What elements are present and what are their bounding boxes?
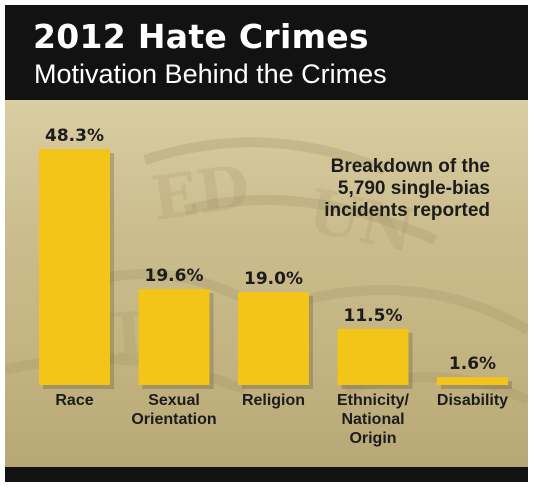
category-label: Religion [242,392,305,409]
category-label: Orientation [131,411,216,428]
note-line-1: Breakdown of the [330,156,490,177]
chart-panel: ED UN ST 48.3%Race19.6%SexualOrientation… [5,100,528,467]
bar-value-label: 48.3% [45,126,104,146]
category-label: Ethnicity/ [337,392,410,409]
svg-text:ED: ED [147,152,254,235]
header-band: 2012 Hate Crimes Motivation Behind the C… [5,5,528,100]
breakdown-note: Breakdown of the 5,790 single-bias incid… [270,156,490,222]
bar-shadow [441,381,512,389]
category-label: Disability [437,392,508,409]
page-title: 2012 Hate Crimes [33,17,369,56]
bar [39,149,110,385]
bar [138,289,210,385]
bar [437,377,508,385]
page-subtitle: Motivation Behind the Crimes [34,59,387,89]
category-label: Race [55,392,93,409]
infographic-frame: 2012 Hate Crimes Motivation Behind the C… [5,5,528,482]
bar-value-label: 19.0% [244,269,303,289]
bar [238,292,309,385]
category-label: National [341,411,404,428]
bar-value-label: 11.5% [344,306,403,326]
category-label: Sexual [148,392,200,409]
bar-value-label: 1.6% [449,354,496,374]
bar-chart: 48.3% Race 19.6% Sexual Orientation 19.0% Reli… [39,126,512,447]
bar-value-label: 19.6% [145,266,204,286]
note-line-3: incidents reported [324,200,490,221]
bar [337,328,409,385]
note-line-2: 5,790 single-bias [337,178,490,199]
footer-band [5,467,528,482]
category-label: Origin [349,430,396,447]
